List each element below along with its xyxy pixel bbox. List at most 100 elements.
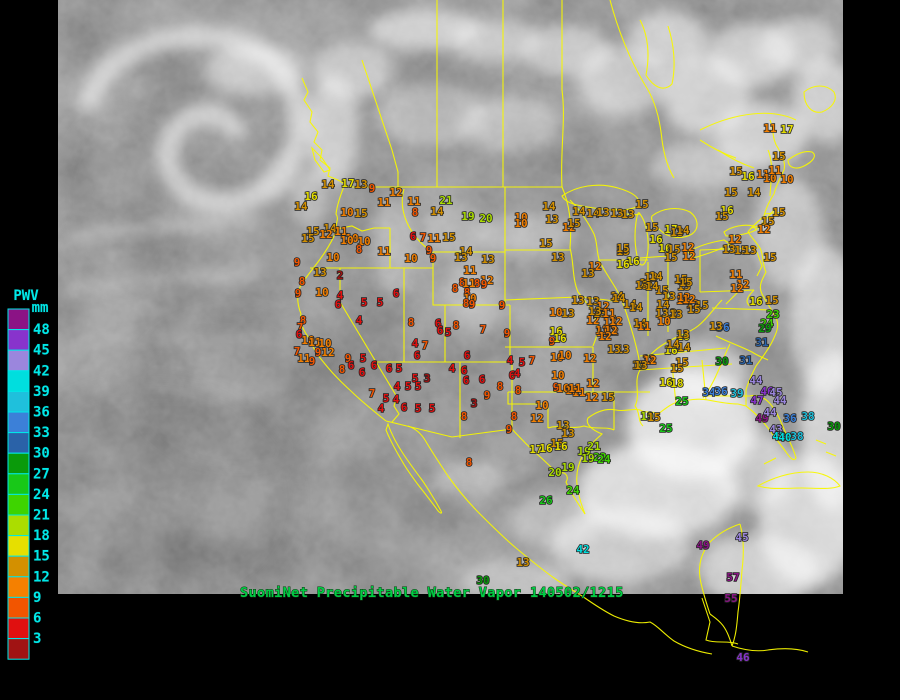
- station-value: 10: [535, 399, 548, 412]
- station-value: 14: [676, 224, 690, 237]
- legend-swatch: [8, 433, 29, 454]
- station-value: 4: [514, 367, 521, 380]
- legend-labels: 48454239363330272421181512963: [33, 322, 50, 647]
- legend-unit: mm: [32, 300, 49, 316]
- station-value: 15: [567, 217, 580, 230]
- station-value: 17: [341, 177, 354, 190]
- station-value: 10: [780, 173, 793, 186]
- station-value: 5: [415, 380, 422, 393]
- station-value: 15: [765, 294, 778, 307]
- legend-label: 36: [33, 405, 50, 421]
- station-value: 9: [294, 256, 301, 269]
- station-value: 8: [497, 380, 504, 393]
- station-value: 16: [749, 295, 763, 308]
- station-value: 14: [645, 280, 659, 293]
- station-value: 14: [747, 186, 761, 199]
- station-value: 38: [790, 430, 803, 443]
- station-value: 8: [461, 410, 468, 423]
- station-value: 13: [545, 213, 558, 226]
- station-value: 12: [682, 250, 695, 263]
- station-value: 13: [481, 253, 494, 266]
- legend-swatch: [8, 556, 29, 577]
- legend-swatch: [8, 330, 29, 351]
- station-value: 15: [354, 207, 367, 220]
- station-value: 15: [670, 362, 683, 375]
- station-value: 11: [377, 245, 391, 258]
- legend-label: 42: [33, 363, 50, 379]
- legend-swatch: [8, 515, 29, 536]
- satellite-image: [0, 0, 864, 620]
- station-value: 13: [581, 267, 594, 280]
- legend-label: 9: [33, 590, 41, 606]
- station-value: 44: [749, 374, 763, 387]
- station-value: 9: [481, 278, 488, 291]
- station-value: 36: [783, 412, 797, 425]
- station-value: 15: [601, 391, 614, 404]
- station-value: 25: [675, 395, 688, 408]
- legend-swatch: [8, 536, 29, 557]
- station-value: 8: [452, 282, 459, 295]
- station-value: 25: [659, 422, 672, 435]
- station-value: 15: [539, 237, 552, 250]
- station-value: 3: [424, 372, 431, 385]
- legend-colorbar: [8, 309, 29, 659]
- legend-label: 3: [33, 631, 41, 647]
- station-value: 6: [401, 401, 408, 414]
- station-value: 10: [404, 252, 417, 265]
- station-value: 10: [340, 234, 353, 247]
- station-value: 13: [313, 266, 326, 279]
- station-value: 6: [335, 298, 342, 311]
- station-value: 12: [757, 223, 770, 236]
- station-value: 12: [583, 352, 596, 365]
- legend-label: 18: [33, 528, 50, 544]
- legend-label: 48: [33, 322, 50, 338]
- station-value: 8: [515, 384, 522, 397]
- station-value: 13: [634, 359, 647, 372]
- station-value: 12: [598, 330, 611, 343]
- legend-label: 33: [33, 425, 50, 441]
- station-value: 10: [558, 349, 571, 362]
- station-value: 44: [763, 406, 777, 419]
- station-value: 14: [430, 205, 444, 218]
- station-value: 19: [561, 461, 574, 474]
- station-value: 7: [294, 345, 301, 358]
- station-value: 31: [755, 336, 769, 349]
- station-value: 11: [463, 264, 477, 277]
- station-value: 4: [393, 393, 400, 406]
- legend-label: 6: [33, 611, 41, 627]
- station-value: 13: [662, 290, 675, 303]
- station-value: 14: [629, 301, 643, 314]
- legend-label: 39: [33, 384, 50, 400]
- station-value: 15: [301, 232, 314, 245]
- station-value: 16: [616, 258, 630, 271]
- station-value: 29: [758, 322, 771, 335]
- station-value: 6: [348, 359, 355, 372]
- station-value: 9: [484, 389, 491, 402]
- station-value: 6: [410, 230, 417, 243]
- station-value: 14: [666, 338, 680, 351]
- legend-label: 30: [33, 446, 50, 462]
- station-value: 6: [437, 324, 444, 337]
- station-value: 7: [529, 354, 536, 367]
- station-value: 13: [621, 208, 634, 221]
- station-value: 9: [504, 327, 511, 340]
- station-value: 5: [396, 362, 403, 375]
- station-value: 6: [464, 349, 471, 362]
- station-value: 4: [378, 402, 385, 415]
- station-value: 15: [772, 150, 785, 163]
- station-value: 15: [763, 251, 776, 264]
- station-value: 10: [315, 286, 328, 299]
- station-value: 18: [670, 377, 683, 390]
- legend-swatch: [8, 597, 29, 618]
- station-value: 49: [696, 539, 709, 552]
- station-value: 12: [586, 377, 599, 390]
- station-value: 10: [514, 217, 527, 230]
- legend-swatch: [8, 577, 29, 598]
- station-value: 20: [548, 466, 561, 479]
- legend-swatch: [8, 350, 29, 371]
- station-value: 16: [741, 170, 755, 183]
- legend-label: 12: [33, 569, 50, 585]
- station-value: 24: [597, 453, 611, 466]
- station-value: 10: [340, 206, 353, 219]
- legend-swatch: [8, 391, 29, 412]
